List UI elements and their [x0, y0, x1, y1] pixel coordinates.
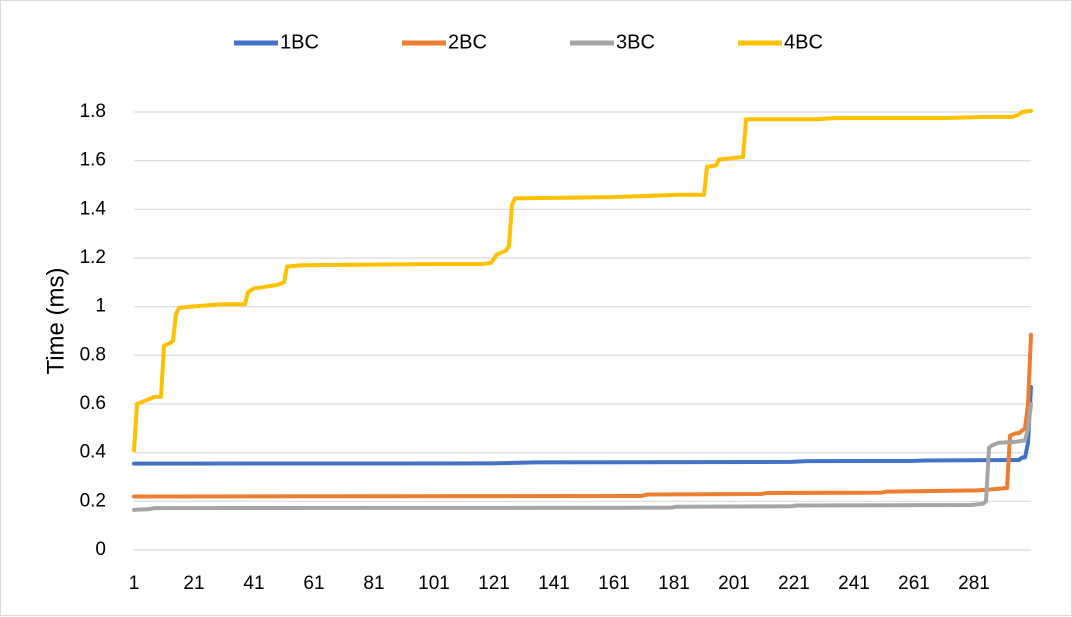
series-line-1bc [132, 384, 1033, 466]
x-tick-label: 141 [538, 573, 570, 594]
x-tick-label: 161 [598, 573, 630, 594]
x-tick-label: 61 [303, 573, 324, 594]
x-tick-label: 201 [718, 573, 750, 594]
x-tick-label: 281 [958, 573, 990, 594]
x-tick-label: 21 [183, 573, 204, 594]
series-line-4bc [132, 108, 1033, 453]
x-tick-label: 81 [363, 573, 384, 594]
series-line-2bc [132, 332, 1033, 499]
y-tick-label: 1.4 [80, 198, 107, 219]
x-tick-label: 261 [898, 573, 930, 594]
y-tick-label: 0 [95, 539, 106, 560]
y-tick-label: 0.8 [80, 344, 106, 365]
x-tick-label: 121 [478, 573, 510, 594]
y-tick-label: 0.4 [80, 442, 107, 463]
y-tick-label: 0.6 [80, 393, 106, 414]
x-tick-label: 181 [658, 573, 690, 594]
legend-label-4bc: 4BC [784, 31, 823, 53]
y-tick-label: 1 [95, 296, 106, 317]
x-tick-label: 101 [418, 573, 450, 594]
y-axis-label: Time (ms) [42, 267, 69, 374]
x-tick-label: 241 [838, 573, 870, 594]
y-tick-label: 1.6 [80, 150, 106, 171]
x-tick-label: 1 [129, 573, 140, 594]
legend: 1BC 2BC 3BC 4BC [234, 31, 823, 53]
y-tick-label: 1.8 [80, 101, 106, 122]
x-tick-label: 221 [778, 573, 810, 594]
series-lines [132, 108, 1033, 512]
gridlines [134, 111, 1031, 551]
y-tick-label: 1.2 [80, 247, 106, 268]
series-line-3bc [132, 402, 1033, 512]
y-tick-label: 0.2 [80, 490, 106, 511]
x-axis-ticks: 1 21 41 61 81 101 121 141 161 181 201 221 241 261 281 [129, 573, 990, 594]
y-axis-ticks: 0 0.2 0.4 0.6 0.8 1 1.2 1.4 1.6 1.8 [80, 101, 107, 560]
legend-label-1bc: 1BC [280, 31, 319, 53]
x-tick-label: 41 [243, 573, 264, 594]
legend-label-3bc: 3BC [616, 31, 655, 53]
legend-label-2bc: 2BC [448, 31, 487, 53]
